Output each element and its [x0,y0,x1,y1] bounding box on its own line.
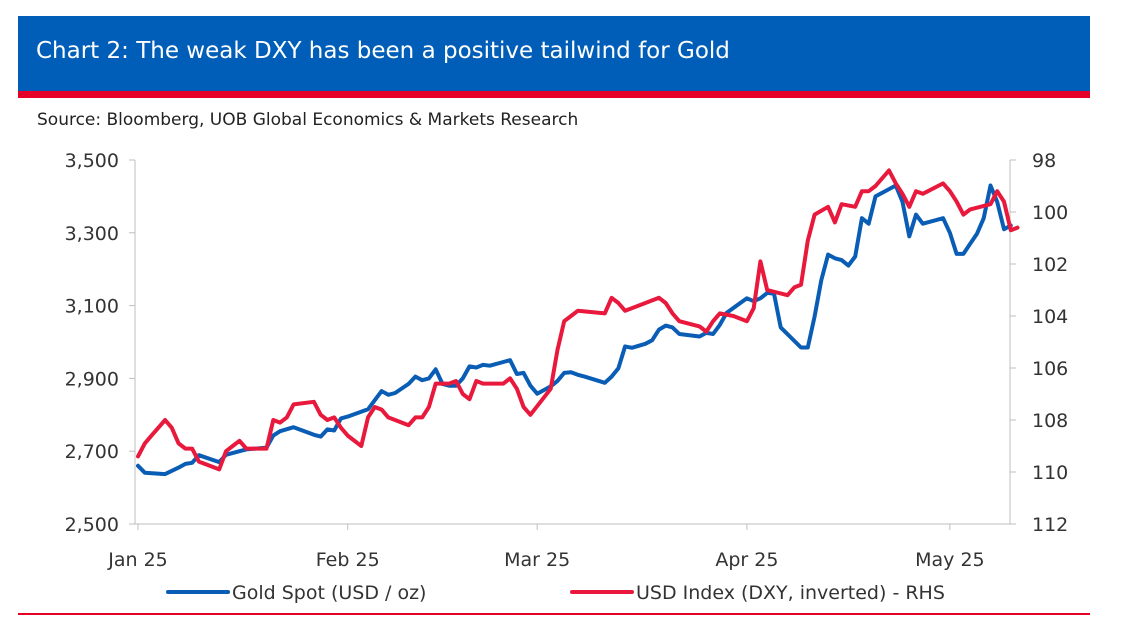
left-tick-label: 2,500 [65,514,119,536]
right-tick-label: 108 [1032,410,1068,432]
gold-spot-line [136,183,1013,477]
footer-divider [18,613,1090,615]
chart-canvas: 3,500 3,300 3,100 2,900 2,700 2,500 98 100 102 10… [65,150,1069,604]
title-banner [18,16,1090,91]
right-tick-label: 104 [1032,306,1068,328]
title-banner-accent [18,91,1090,98]
legend: Gold Spot (USD / oz) USD Index (DXY, inve… [166,582,945,604]
left-tick-label: 3,500 [65,150,119,172]
dxy-inverted-line [136,168,1020,472]
left-tick-label: 2,900 [65,368,119,390]
right-tick-label: 112 [1032,514,1068,536]
right-tick-label: 110 [1032,462,1068,484]
right-tick-label: 100 [1032,202,1068,224]
right-tick-label: 106 [1032,358,1068,380]
x-tick-label: Apr 25 [715,549,778,571]
x-tick-label: May 25 [915,549,985,571]
axes-layer: 3,500 3,300 3,100 2,900 2,700 2,500 98 100 102 10… [65,150,1069,571]
right-tick-label: 98 [1032,150,1056,172]
left-tick-label: 3,300 [65,223,119,245]
chart-title: Chart 2: The weak DXY has been a positiv… [36,38,730,64]
right-tick-label: 102 [1032,254,1068,276]
x-tick-label: Feb 25 [316,549,380,571]
series-layer [136,168,1020,477]
x-tick-label: Jan 25 [107,549,168,571]
legend-label-gold: Gold Spot (USD / oz) [232,582,426,604]
legend-label-dxy: USD Index (DXY, inverted) - RHS [636,582,945,604]
source-note: Source: Bloomberg, UOB Global Economics … [37,110,579,130]
left-tick-label: 2,700 [65,441,119,463]
x-tick-label: Mar 25 [504,549,570,571]
left-tick-label: 3,100 [65,296,119,318]
